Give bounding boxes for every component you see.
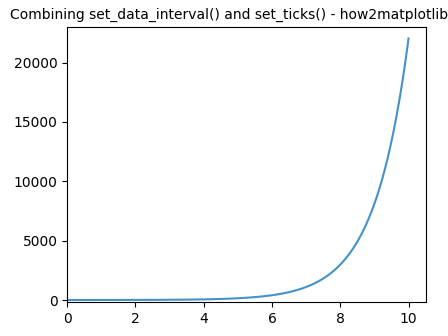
Title: Combining set_data_interval() and set_ticks() - how2matplotlib.com: Combining set_data_interval() and set_ti… [10,7,448,22]
